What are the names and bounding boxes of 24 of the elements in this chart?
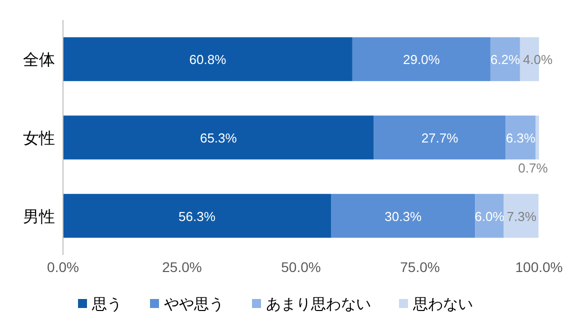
x-tick-label: 75.0% [400,259,440,275]
data-label: 7.3% [506,208,537,224]
y-tick-label: 全体 [23,52,55,70]
x-tick-label: 100.0% [515,259,563,275]
legend-label: やや思う [164,296,224,313]
y-tick-label: 女性 [23,130,55,148]
data-label: 60.8% [189,52,227,68]
x-tick-label: 50.0% [281,259,321,275]
x-tick-label: 0.0% [47,259,79,275]
legend-label: 思う [91,296,122,313]
data-label: 6.3% [506,130,536,146]
legend-label: あまり思わない [266,296,371,313]
y-tick-label: 男性 [23,208,55,226]
data-label: 6.2% [490,52,520,68]
data-label: 30.3% [384,208,422,224]
x-tick-label: 25.0% [162,259,202,275]
data-label: 0.7% [518,160,548,176]
legend-label: 思わない [412,296,473,313]
data-label: 65.3% [200,130,238,146]
data-label: 6.0% [474,208,505,224]
data-label: 56.3% [178,208,216,224]
data-label: 4.0% [522,52,554,68]
data-label: 29.0% [402,52,440,68]
data-label: 27.7% [421,130,459,146]
